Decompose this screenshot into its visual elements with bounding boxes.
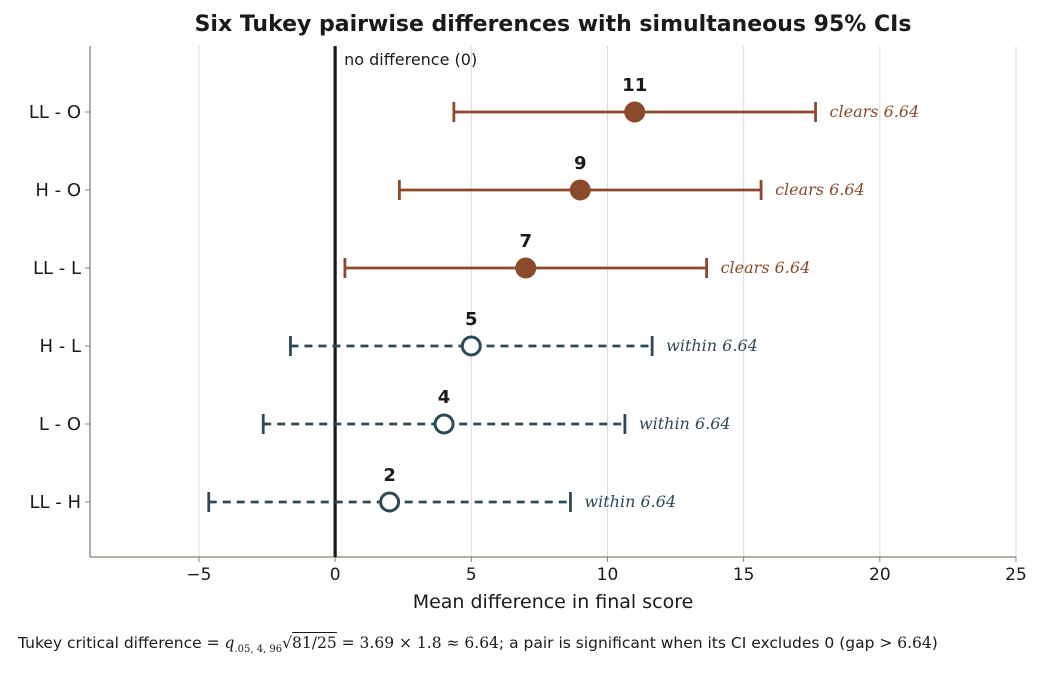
footnote-q-sub: .05, 4, 96 [234,644,283,656]
estimate-point [460,335,482,357]
footnote-sqrt: √ [282,634,293,652]
footnote: Tukey critical difference = q.05, 4, 96√… [18,632,1048,656]
category-label: L - O [39,414,81,435]
category-label: H - L [39,336,81,357]
footnote-q: q [224,634,235,652]
category-label: H - O [35,180,81,201]
x-tick-label: −5 [186,565,211,585]
estimate-point [515,257,537,279]
estimate-label: 4 [438,387,451,408]
category-label: LL - L [33,258,81,279]
footnote-gt: > 6.64 [879,634,932,652]
status-label: within 6.64 [584,492,676,511]
status-label: clears 6.64 [775,180,865,199]
reference-line-label: no difference (0) [344,50,477,69]
footnote-sqrt-arg: 81/25 [292,632,337,652]
estimate-label: 2 [383,465,396,486]
footnote-lead: Tukey critical difference [18,634,207,652]
estimate-point [433,413,455,435]
estimate-point [624,101,646,123]
footnote-close: ) [931,634,938,652]
status-label: within 6.64 [639,414,731,433]
status-label: clears 6.64 [721,258,811,277]
estimate-label: 5 [465,309,478,330]
estimate-point [569,179,591,201]
x-tick-label: 20 [869,565,891,585]
x-tick-label: 0 [330,565,341,585]
status-label: within 6.64 [666,336,758,355]
x-tick-label: 10 [597,565,619,585]
x-tick-label: 25 [1005,565,1027,585]
x-tick-label: 5 [466,565,477,585]
estimate-point [379,491,401,513]
footnote-eq2: = 3.69 × 1.8 ≈ 6.64 [336,634,499,652]
category-label: LL - O [29,102,81,123]
category-label: LL - H [29,492,81,513]
estimate-label: 7 [519,231,532,252]
estimate-label: 9 [574,153,587,174]
x-axis-label: Mean difference in final score [413,591,694,613]
status-label: clears 6.64 [830,102,920,121]
chart-title: Six Tukey pairwise differences with simu… [194,12,912,37]
footnote-eq1: = [206,634,225,652]
footnote-rest: ; a pair is significant when its CI excl… [498,634,880,652]
estimate-label: 11 [622,75,647,96]
x-tick-label: 15 [733,565,755,585]
